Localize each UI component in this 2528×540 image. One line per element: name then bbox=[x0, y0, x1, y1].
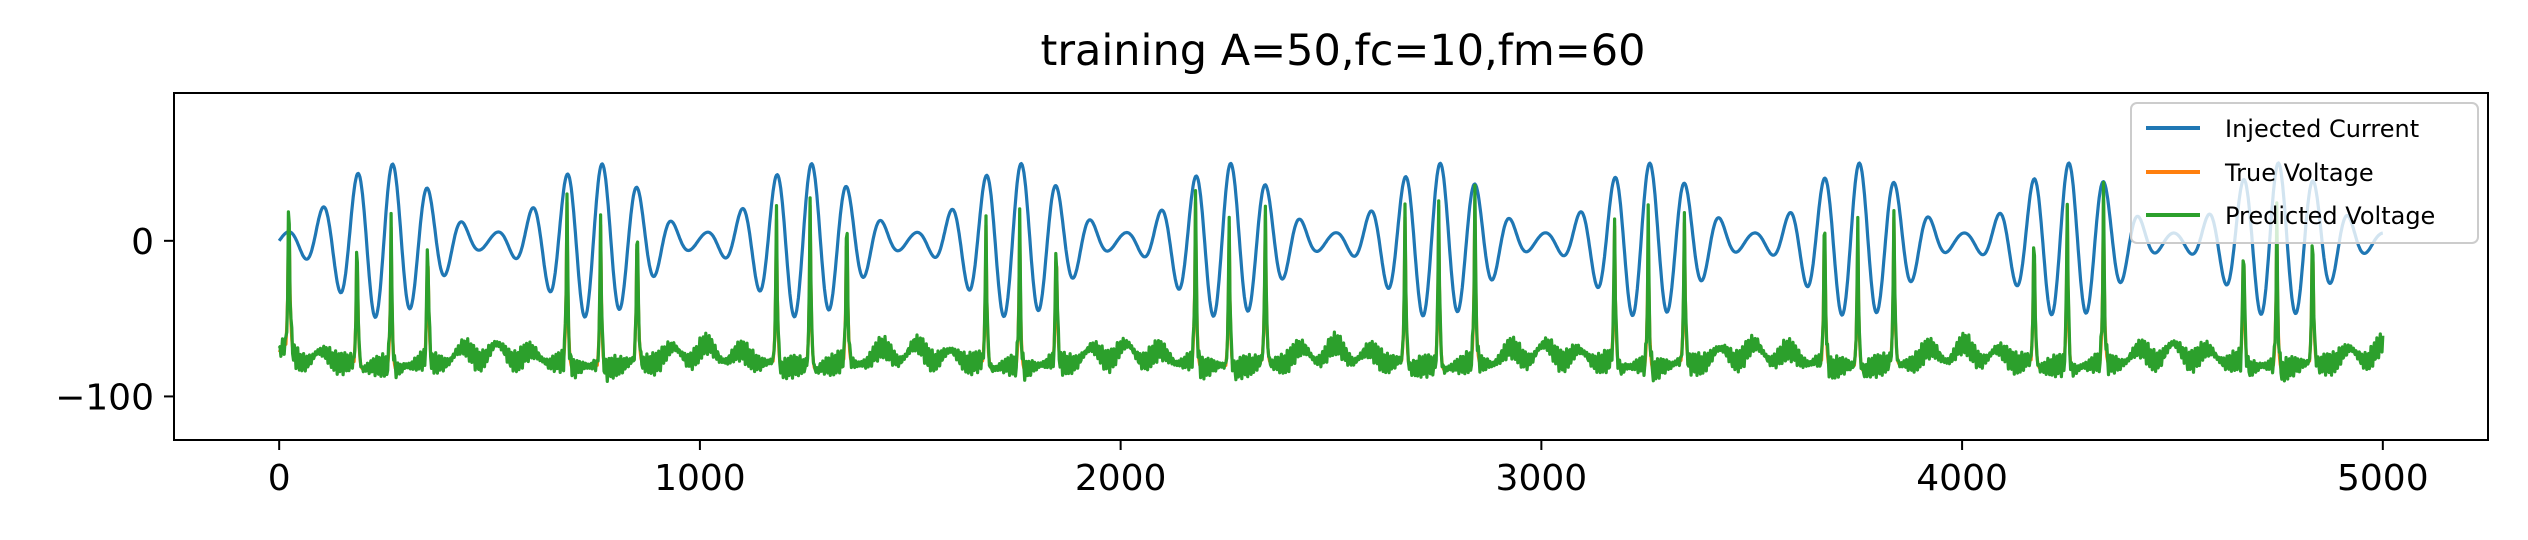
legend-label-true-voltage: True Voltage bbox=[2224, 159, 2374, 187]
plot-area bbox=[173, 92, 2489, 441]
x-axis: 0 1000 2000 3000 4000 5000 bbox=[268, 440, 2429, 499]
legend: Injected Current True Voltage Predicted … bbox=[2130, 102, 2479, 244]
chart-title: training A=50,fc=10,fm=60 bbox=[1040, 26, 1645, 76]
plot-frame bbox=[173, 92, 2489, 441]
legend-label-injected-current: Injected Current bbox=[2225, 115, 2419, 143]
series-layer bbox=[277, 161, 2385, 383]
series-line-injected-current bbox=[277, 161, 2384, 319]
x-tick-label: 4000 bbox=[1916, 458, 2008, 499]
x-tick-label: 2000 bbox=[1075, 458, 1167, 499]
y-axis: 0 −100 bbox=[55, 222, 174, 418]
y-tick-label: 0 bbox=[131, 222, 154, 263]
y-tick-label: −100 bbox=[55, 377, 154, 418]
x-tick-label: 0 bbox=[268, 458, 291, 499]
x-tick-label: 5000 bbox=[2337, 458, 2429, 499]
series-line-predicted-voltage bbox=[277, 180, 2385, 383]
legend-label-predicted-voltage: Predicted Voltage bbox=[2225, 202, 2435, 230]
legend-box bbox=[2130, 102, 2479, 244]
x-tick-label: 3000 bbox=[1496, 458, 1588, 499]
x-tick-label: 1000 bbox=[654, 458, 746, 499]
